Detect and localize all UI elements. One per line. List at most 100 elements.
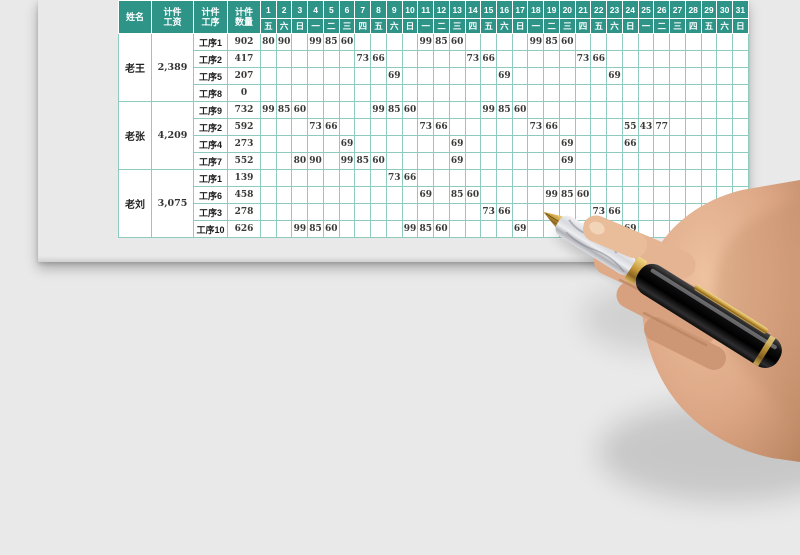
day-value-cell[interactable] xyxy=(275,135,293,153)
day-value-cell[interactable] xyxy=(590,152,608,170)
day-value-cell[interactable] xyxy=(606,33,623,51)
day-value-cell[interactable] xyxy=(291,203,309,221)
day-value-cell[interactable] xyxy=(385,186,403,204)
day-value-cell[interactable] xyxy=(606,186,623,204)
day-value-cell[interactable] xyxy=(496,220,513,238)
day-value-cell[interactable] xyxy=(511,84,529,102)
day-value-cell[interactable]: 80 xyxy=(291,152,309,170)
day-value-cell[interactable] xyxy=(354,220,372,238)
day-value-cell[interactable] xyxy=(590,67,608,85)
process-cell[interactable]: 工序8 xyxy=(193,84,228,102)
day-value-cell[interactable] xyxy=(307,50,324,68)
day-value-cell[interactable]: 73 xyxy=(527,118,545,136)
day-value-cell[interactable] xyxy=(464,152,482,170)
day-value-cell[interactable] xyxy=(637,101,655,119)
day-value-cell[interactable] xyxy=(275,84,293,102)
day-value-cell[interactable] xyxy=(606,135,623,153)
day-value-cell[interactable] xyxy=(527,50,545,68)
day-value-cell[interactable] xyxy=(338,186,356,204)
process-cell[interactable]: 工序9 xyxy=(193,101,228,119)
day-value-cell[interactable] xyxy=(385,33,403,51)
day-value-cell[interactable]: 66 xyxy=(543,118,560,136)
day-value-cell[interactable] xyxy=(543,203,560,221)
day-value-cell[interactable]: 99 xyxy=(401,220,419,238)
day-value-cell[interactable] xyxy=(511,118,529,136)
day-value-cell[interactable] xyxy=(338,203,356,221)
day-value-cell[interactable] xyxy=(590,33,608,51)
day-value-cell[interactable] xyxy=(574,135,592,153)
day-value-cell[interactable] xyxy=(354,186,372,204)
day-value-cell[interactable] xyxy=(275,118,293,136)
day-value-cell[interactable] xyxy=(637,50,655,68)
day-value-cell[interactable] xyxy=(732,220,749,238)
day-value-cell[interactable] xyxy=(291,50,309,68)
day-value-cell[interactable] xyxy=(527,220,545,238)
day-value-cell[interactable] xyxy=(291,186,309,204)
day-value-cell[interactable] xyxy=(370,118,387,136)
quantity-cell[interactable]: 902 xyxy=(227,33,261,51)
day-value-cell[interactable] xyxy=(716,135,734,153)
day-value-cell[interactable] xyxy=(322,203,340,221)
day-value-cell[interactable] xyxy=(401,67,419,85)
day-value-cell[interactable]: 85 xyxy=(385,101,403,119)
day-value-cell[interactable] xyxy=(637,33,655,51)
day-value-cell[interactable] xyxy=(574,152,592,170)
day-value-cell[interactable] xyxy=(370,169,387,187)
day-value-cell[interactable] xyxy=(606,220,623,238)
day-value-cell[interactable] xyxy=(322,84,340,102)
day-value-cell[interactable]: 60 xyxy=(338,33,356,51)
day-value-cell[interactable] xyxy=(732,135,749,153)
day-value-cell[interactable] xyxy=(558,101,576,119)
day-value-cell[interactable] xyxy=(354,33,372,51)
day-value-cell[interactable] xyxy=(401,135,419,153)
day-value-cell[interactable]: 99 xyxy=(260,101,277,119)
day-value-cell[interactable] xyxy=(590,135,608,153)
day-value-cell[interactable] xyxy=(354,67,372,85)
day-value-cell[interactable] xyxy=(385,203,403,221)
day-value-cell[interactable] xyxy=(653,50,671,68)
day-value-cell[interactable] xyxy=(574,118,592,136)
day-value-cell[interactable] xyxy=(260,169,277,187)
day-value-cell[interactable] xyxy=(700,152,718,170)
day-value-cell[interactable] xyxy=(732,33,749,51)
day-value-cell[interactable] xyxy=(464,101,482,119)
day-value-cell[interactable]: 66 xyxy=(621,135,639,153)
process-cell[interactable]: 工序3 xyxy=(193,203,228,221)
day-value-cell[interactable] xyxy=(496,84,513,102)
day-value-cell[interactable]: 73 xyxy=(464,50,482,68)
day-value-cell[interactable] xyxy=(732,84,749,102)
day-value-cell[interactable] xyxy=(417,169,435,187)
day-value-cell[interactable] xyxy=(527,169,545,187)
quantity-cell[interactable]: 0 xyxy=(227,84,261,102)
day-value-cell[interactable] xyxy=(433,135,450,153)
day-value-cell[interactable] xyxy=(401,33,419,51)
day-value-cell[interactable]: 99 xyxy=(291,220,309,238)
day-value-cell[interactable] xyxy=(653,84,671,102)
day-value-cell[interactable] xyxy=(558,50,576,68)
day-value-cell[interactable]: 85 xyxy=(275,101,293,119)
day-value-cell[interactable] xyxy=(527,101,545,119)
day-value-cell[interactable] xyxy=(700,186,718,204)
day-value-cell[interactable] xyxy=(260,135,277,153)
day-value-cell[interactable]: 60 xyxy=(291,101,309,119)
day-value-cell[interactable] xyxy=(527,203,545,221)
day-value-cell[interactable] xyxy=(338,220,356,238)
day-value-cell[interactable] xyxy=(716,220,734,238)
day-value-cell[interactable] xyxy=(621,50,639,68)
day-value-cell[interactable] xyxy=(543,84,560,102)
day-value-cell[interactable]: 69 xyxy=(621,220,639,238)
day-value-cell[interactable] xyxy=(653,169,671,187)
day-value-cell[interactable] xyxy=(322,135,340,153)
day-value-cell[interactable] xyxy=(354,203,372,221)
day-value-cell[interactable] xyxy=(543,50,560,68)
day-value-cell[interactable]: 69 xyxy=(496,67,513,85)
day-value-cell[interactable] xyxy=(448,67,466,85)
day-value-cell[interactable] xyxy=(716,118,734,136)
quantity-cell[interactable]: 592 xyxy=(227,118,261,136)
day-value-cell[interactable] xyxy=(669,118,686,136)
day-value-cell[interactable]: 85 xyxy=(448,186,466,204)
day-value-cell[interactable] xyxy=(558,84,576,102)
day-value-cell[interactable] xyxy=(480,152,498,170)
day-value-cell[interactable] xyxy=(511,33,529,51)
day-value-cell[interactable] xyxy=(417,203,435,221)
